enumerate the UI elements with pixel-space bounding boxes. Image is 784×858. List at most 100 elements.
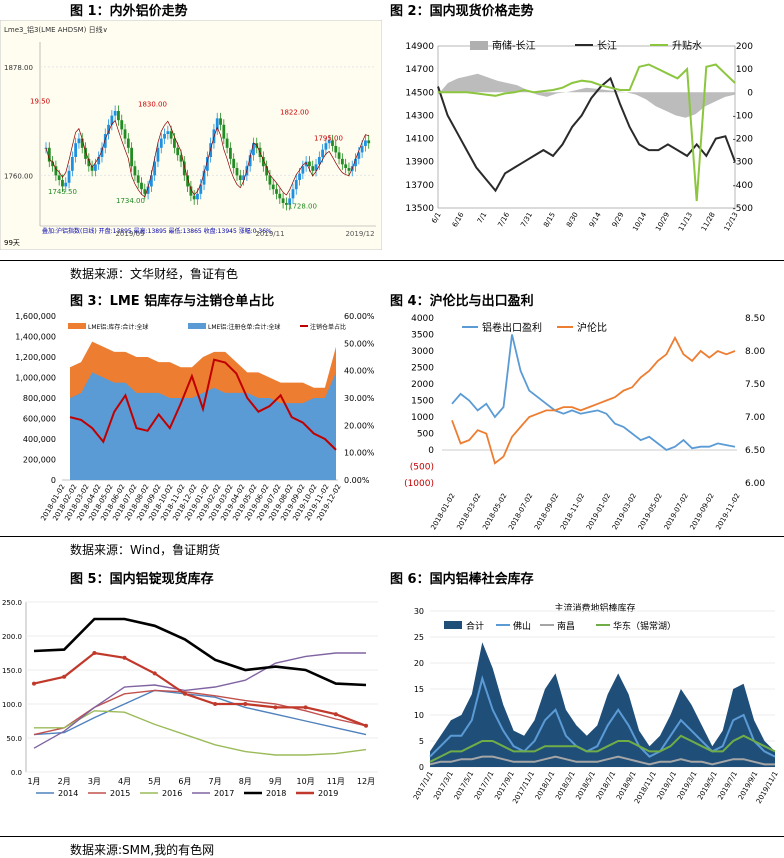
candle-body	[284, 203, 288, 205]
y-left-tick-label: 0	[428, 446, 434, 456]
candle-body	[265, 166, 269, 176]
candle-body	[100, 147, 104, 157]
overlay-line	[45, 119, 369, 198]
y-tick-label: 20	[414, 659, 424, 668]
series-point-2019	[213, 702, 218, 706]
candle-body	[196, 193, 199, 200]
legend-label: LME铝:库存:合计:全球	[88, 323, 148, 331]
series-line-2019	[33, 651, 367, 727]
fig1-caption: 图 1：内外铝价走势	[70, 4, 188, 19]
fig5-caption: 图 5：国内铝锭现货库存	[70, 572, 214, 587]
y-left-tick-label: 200,000	[23, 456, 56, 465]
candle-body	[268, 175, 272, 185]
candle-body	[54, 166, 58, 176]
candle-body	[357, 152, 361, 159]
chart-background	[0, 20, 382, 250]
x-tick-label: 2019-03-02	[611, 492, 638, 531]
x-tick-label: 2018/7/1	[595, 770, 618, 801]
candle-body	[169, 131, 173, 139]
series-line-2017	[33, 652, 366, 749]
y-left-tick-label: 14900	[405, 42, 434, 52]
y-left-tick-label: 1,600,000	[15, 312, 56, 321]
candle-body	[219, 118, 222, 125]
candle-body	[64, 182, 68, 187]
x-tick-label: 2018-11-02	[559, 492, 586, 531]
candle-body	[97, 157, 101, 165]
legend-label: 华东（锡常湖）	[613, 620, 676, 632]
candle-body	[232, 158, 236, 169]
series-line-ratio	[69, 358, 337, 451]
candle-body	[140, 182, 143, 190]
x-tick-label: 2017/9/1	[493, 770, 516, 801]
y-right-tick-label: -300	[733, 158, 754, 168]
candle-body	[294, 180, 298, 190]
chart-footer: 叠加:沪铝指数(日线) 开盘:13895 最高:13895 最低:13865 收…	[42, 227, 272, 235]
x-tick-label: 2月	[58, 777, 71, 786]
y-left-tick-label: 800,000	[23, 394, 56, 403]
y-left-tick-label: 14300	[405, 111, 434, 121]
x-tick-label: 11月	[327, 777, 345, 786]
x-tick-label: 2018-07-02	[507, 492, 534, 531]
series-point-2019	[92, 651, 97, 655]
candle-body	[248, 155, 252, 167]
candle-body	[123, 129, 127, 139]
x-tick-label: 7/16	[496, 211, 511, 229]
x-tick-label: 6/16	[451, 211, 466, 229]
y-left-tick-label: 1000	[411, 413, 434, 423]
x-tick-label: 8月	[239, 777, 252, 786]
y-tick-label: 1760.00	[4, 172, 33, 180]
series-point-2019	[152, 671, 157, 676]
y-right-tick-label: -400	[733, 181, 754, 191]
candle-body	[130, 147, 134, 167]
fig2-line-chart: 13500 13700 13900 14100 14300 14500 14700 14900…	[405, 39, 754, 232]
y-tick-label: 25	[414, 633, 424, 642]
y-left-tick-label: 14100	[405, 135, 434, 145]
y-tick-label: 10	[414, 711, 424, 720]
y-left-tick-label: 0	[51, 476, 56, 485]
y-tick-label: 200.0	[2, 633, 22, 641]
price-annotation: 19.50	[30, 98, 50, 106]
candle-body	[166, 131, 170, 134]
x-tick-label: 2019/3/1	[676, 770, 699, 801]
legend-label: 2016	[162, 789, 182, 798]
divider	[0, 260, 784, 261]
candle-body	[225, 138, 229, 148]
candle-body	[261, 157, 265, 167]
candle-body	[229, 147, 232, 159]
y-left-tick-label: 3500	[411, 331, 434, 341]
candle-body	[110, 115, 114, 125]
candle-body	[340, 158, 344, 165]
fig6-area-chart: 主流消费地铝棒库存 0510152025302017/1/12017/3/120…	[412, 602, 780, 805]
x-tick-label: 12月	[357, 777, 375, 786]
y-left-tick-label: 13900	[405, 158, 434, 168]
candle-body	[51, 161, 54, 167]
x-tick-label: 2018-09-02	[533, 492, 560, 531]
candle-body	[324, 143, 328, 150]
legend-label: 2015	[110, 789, 130, 798]
series-point-2019	[122, 655, 127, 660]
y-right-tick-label: 0	[747, 88, 753, 98]
y-right-tick-label: 10.00%	[344, 449, 375, 458]
candle-body	[179, 155, 183, 162]
x-tick-label: 2019/1/1	[656, 770, 679, 801]
y-right-tick-label: 200	[736, 42, 753, 52]
candle-body	[281, 198, 285, 203]
y-left-tick-label: 14700	[405, 65, 434, 75]
y-tick-label: 50.0	[6, 735, 22, 743]
y-tick-label: 250.0	[2, 599, 22, 607]
y-left-tick-label: 500	[417, 430, 434, 440]
legend-label: 铝卷出口盈利	[482, 321, 542, 334]
x-tick-label: 2018/5/1	[574, 770, 597, 801]
y-right-tick-label: 30.00%	[344, 394, 375, 403]
fig1-candlestick-chart: Lme3_铝3(LME AHDSM) 日线∨ 99天 叠加:沪铝指数(日线) 开…	[0, 20, 382, 250]
x-tick-label: 9/29	[611, 211, 626, 229]
y-right-tick-label: 40.00%	[344, 367, 375, 376]
x-tick-label: 2017/5/1	[453, 770, 476, 801]
candle-body	[278, 193, 282, 199]
candle-body	[367, 140, 371, 144]
x-tick-label: 7月	[209, 777, 222, 786]
candle-body	[215, 118, 219, 130]
candle-body	[242, 175, 245, 180]
y-left-tick-label: 400,000	[23, 435, 56, 444]
candle-body	[271, 184, 275, 190]
